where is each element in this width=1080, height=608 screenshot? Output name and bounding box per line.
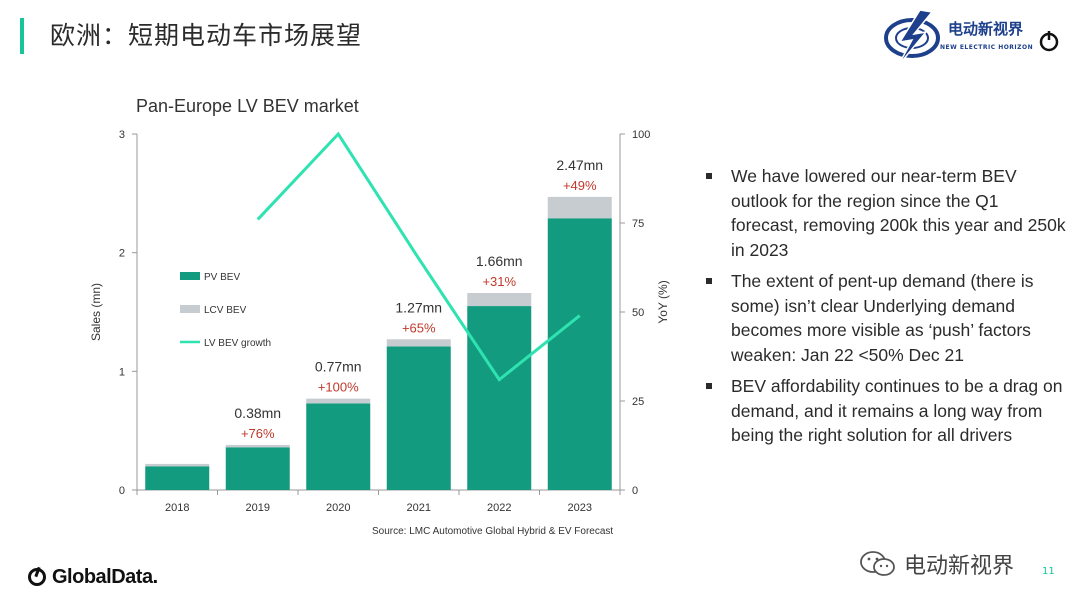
page-title: 欧洲：短期电动车市场展望 [50, 21, 363, 50]
bar-growth-label: +100% [318, 380, 359, 395]
x-tick-label: 2018 [165, 502, 189, 514]
bar-pv-bev [467, 306, 532, 490]
bullet-text: BEV affordability continues to be a drag… [731, 376, 1063, 445]
x-tick-label: 2023 [568, 502, 592, 514]
wechat-watermark-text: 电动新视界 [904, 554, 1015, 579]
bar-pv-bev [306, 403, 371, 490]
bar-total-label: 1.27mn [395, 299, 442, 315]
bar-growth-label: +65% [402, 320, 436, 335]
globaldata-icon [28, 568, 46, 586]
chart-title: Pan-Europe LV BEV market [136, 96, 359, 116]
bar-lcv-bev [547, 196, 612, 219]
wechat-icon [860, 551, 895, 576]
legend-swatch [180, 272, 200, 280]
y2-tick-label: 0 [632, 485, 638, 497]
bar-lcv-bev [467, 293, 532, 307]
x-tick-label: 2021 [407, 502, 431, 514]
title-accent-bar [20, 18, 24, 54]
x-tick-label: 2020 [326, 502, 350, 514]
bar-total-label: 0.77mn [315, 359, 362, 375]
bar-growth-label: +49% [563, 178, 597, 193]
x-tick-label: 2019 [246, 502, 270, 514]
chart-source: Source: LMC Automotive Global Hybrid & E… [372, 526, 614, 537]
y2-tick-label: 50 [632, 307, 644, 319]
bar-line-chart: 0 1 2 3 0 25 50 75 100 2018 2019 2020 2021 2022 2023 Sa… [89, 129, 670, 514]
y-axis-label: Sales (mn) [89, 283, 103, 341]
legend-label: LCV BEV [204, 305, 247, 316]
bar-growth-label: +31% [482, 274, 516, 289]
bar-lcv-bev [225, 444, 290, 448]
bar-growth-label: +76% [241, 426, 275, 441]
page-number: 11 [1042, 566, 1055, 577]
brand-logo-cn: 电动新视界 [948, 20, 1024, 38]
bullet-icon [706, 383, 712, 389]
power-icon [1039, 31, 1059, 52]
y-tick-label: 1 [119, 366, 125, 378]
brand-logo-en: NEW ELECTRIC HORIZON [940, 44, 1034, 51]
y-tick-label: 3 [119, 129, 125, 141]
y2-axis-label: YoY (%) [656, 280, 670, 323]
brand-logo: 电动新视界 NEW ELECTRIC HORIZON [880, 8, 1070, 70]
x-tick-label: 2022 [487, 502, 511, 514]
y-tick-label: 2 [119, 248, 125, 260]
y-tick-label: 0 [119, 485, 125, 497]
line-lv-bev-growth [256, 131, 581, 382]
legend-label: LV BEV growth [204, 338, 271, 349]
bullet-item: BEV affordability continues to be a drag… [706, 374, 1066, 448]
bar-pv-bev [145, 466, 210, 490]
wechat-watermark: 电动新视界 [858, 548, 1014, 580]
legend-label: PV BEV [204, 272, 240, 283]
bar-total-label: 1.66mn [476, 253, 523, 269]
bar-pv-bev [547, 218, 612, 490]
bullet-icon [706, 278, 712, 284]
bar-lcv-bev [145, 463, 210, 467]
globaldata-logo-text: GlobalData. [52, 565, 158, 588]
bullet-item: The extent of pent-up demand (there is s… [706, 269, 1066, 367]
y2-tick-label: 75 [632, 218, 644, 230]
bar-total-label: 0.38mn [234, 405, 281, 421]
bullet-text: The extent of pent-up demand (there is s… [731, 271, 1034, 365]
bar-lcv-bev [306, 398, 371, 404]
bullet-text: We have lowered our near-term BEV outloo… [731, 166, 1066, 260]
legend-swatch [180, 305, 200, 313]
bullet-item: We have lowered our near-term BEV outloo… [706, 164, 1066, 262]
globaldata-logo: GlobalData. [28, 562, 158, 592]
bullet-icon [706, 173, 712, 179]
bar-pv-bev [386, 346, 451, 490]
bar-total-label: 2.47mn [556, 157, 603, 173]
y2-tick-label: 25 [632, 396, 644, 408]
bar-lcv-bev [386, 339, 451, 347]
y2-tick-label: 100 [632, 129, 650, 141]
bullet-list: We have lowered our near-term BEV outloo… [706, 164, 1066, 455]
bar-pv-bev [225, 447, 290, 490]
lightning-globe-icon [884, 9, 940, 66]
